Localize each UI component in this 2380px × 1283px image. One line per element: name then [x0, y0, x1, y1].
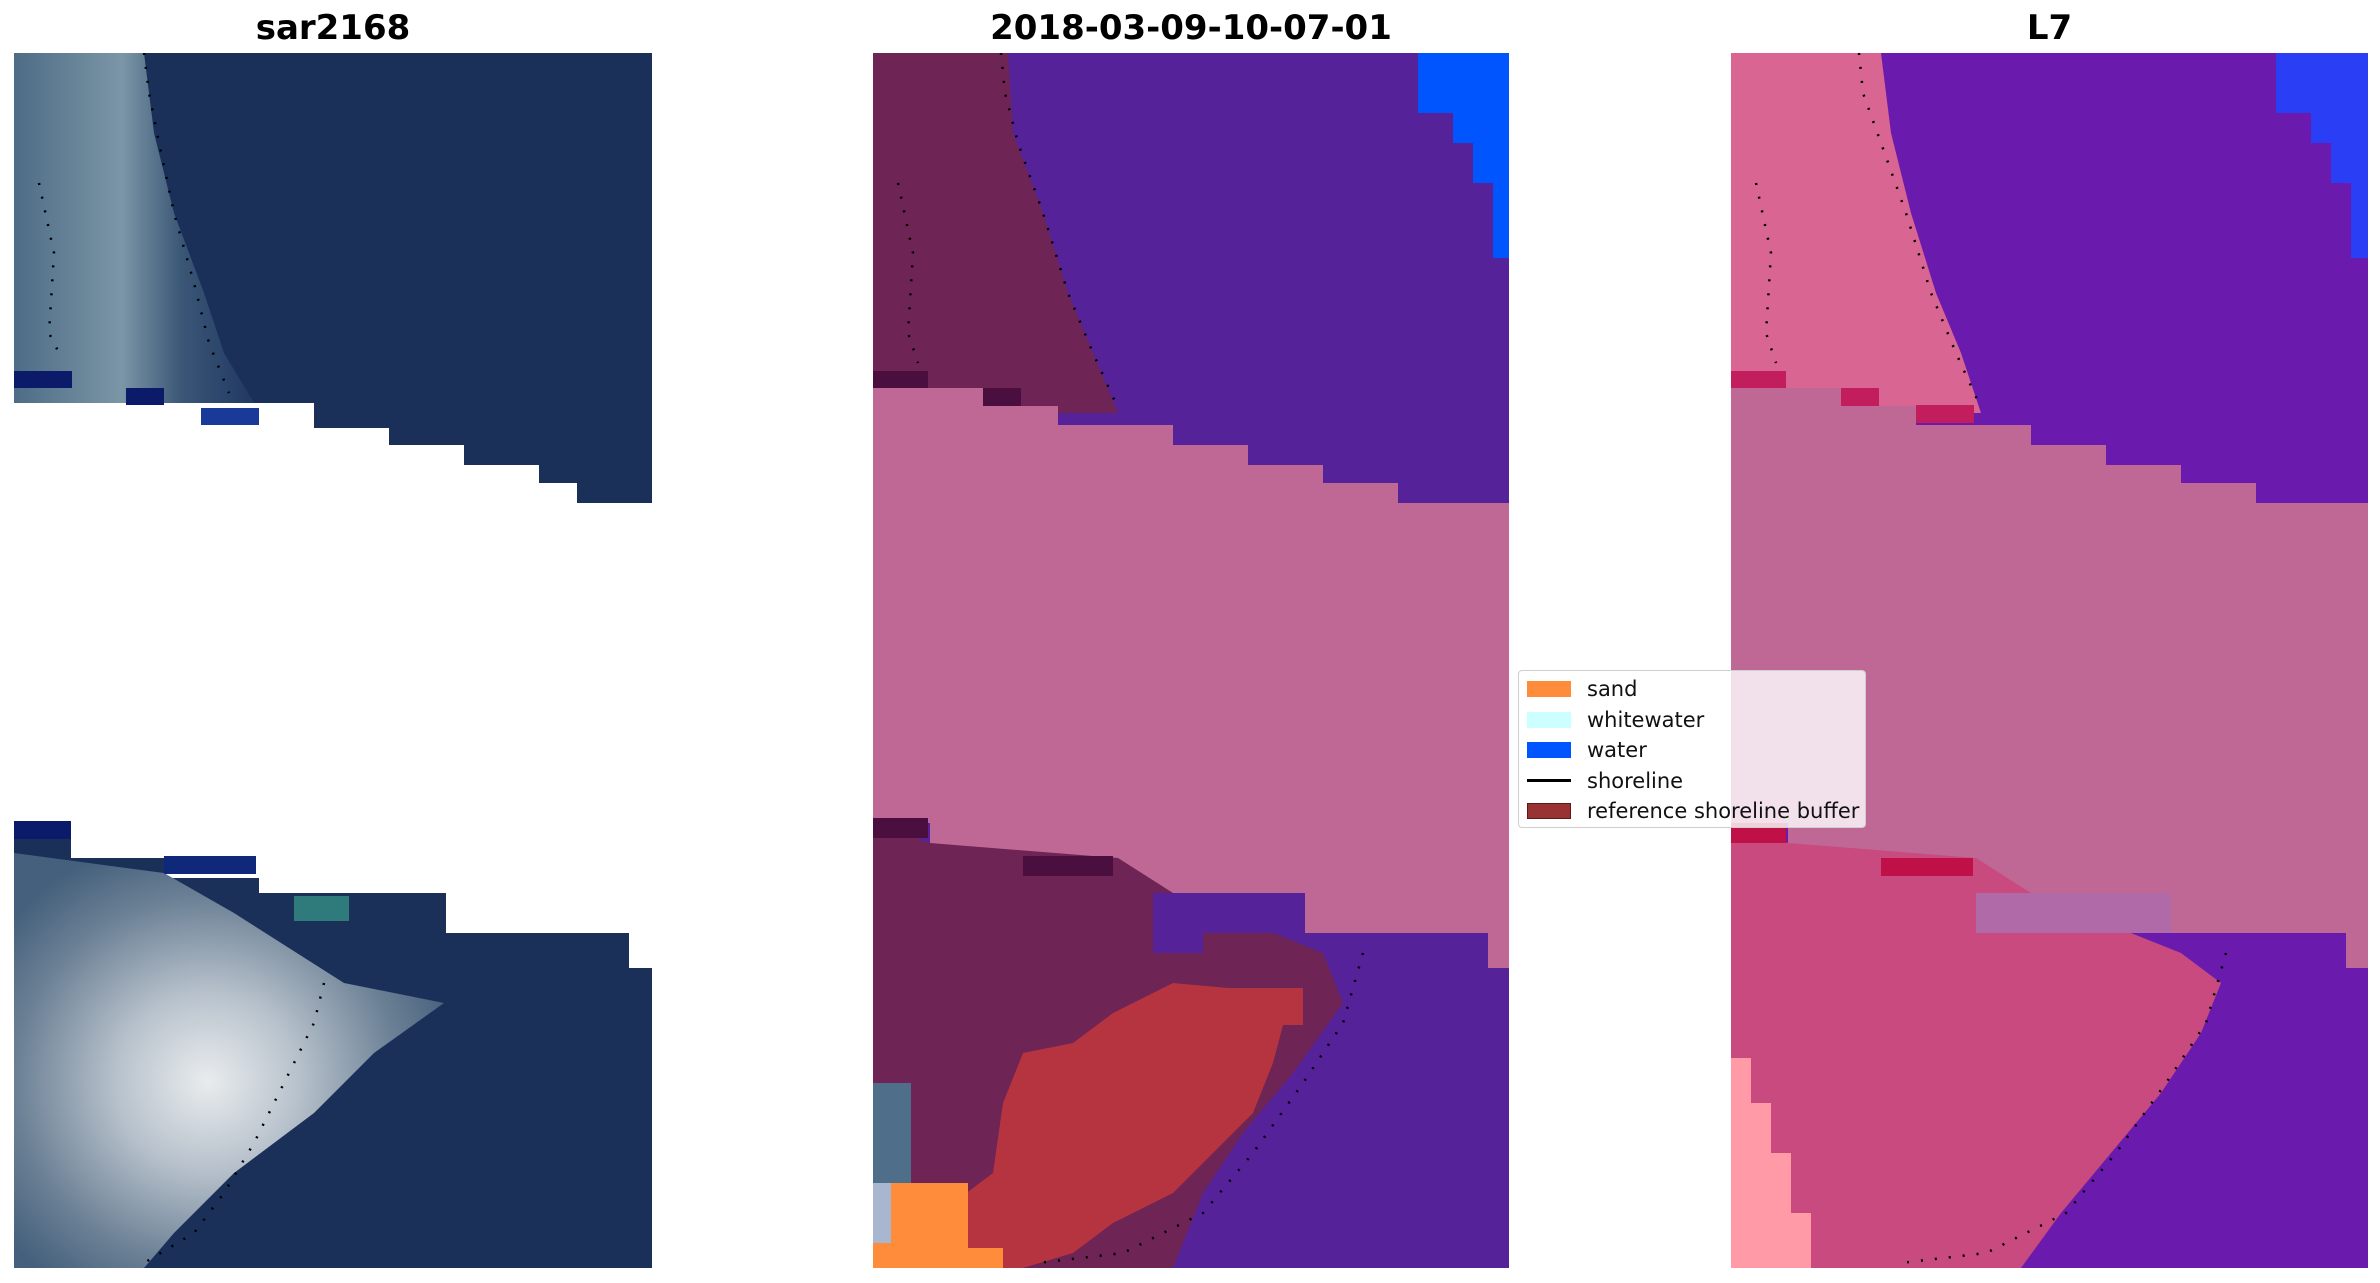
index-land-bottom [1731, 823, 2221, 1268]
legend: sand whitewater water shoreline referenc… [1518, 670, 1866, 828]
rgb-land-top [14, 53, 254, 403]
index-cloud-mask [1731, 388, 2368, 968]
legend-swatch-whitewater [1527, 711, 1571, 728]
panel-title-index: L7 [2026, 8, 2073, 48]
classified-image [873, 53, 1509, 1268]
rgb-water-top [14, 53, 652, 503]
legend-item-shoreline: shoreline [1527, 766, 1857, 797]
legend-label: whitewater [1587, 707, 1705, 732]
legend-label: reference shoreline buffer [1587, 799, 1860, 824]
legend-swatch-reference-buffer [1527, 803, 1571, 820]
classified-cloud-mask [873, 388, 1509, 968]
index-bright-patch [1731, 1058, 1811, 1268]
legend-item-whitewater: whitewater [1527, 705, 1857, 736]
index-land-top [1731, 53, 1981, 413]
rgb-whitewater [14, 853, 444, 1268]
panel-title-rgb: sar2168 [255, 8, 411, 48]
legend-swatch-sand [1527, 681, 1571, 698]
legend-swatch-water [1527, 742, 1571, 759]
classified-sand [873, 1183, 1003, 1268]
classified-water-patch [1418, 53, 1509, 258]
rgb-image-panel [14, 53, 652, 1268]
legend-item-water: water [1527, 735, 1857, 766]
panel-title-classified: 2018-03-09-10-07-01 [990, 8, 1392, 48]
classified-buffer [953, 983, 1303, 1268]
legend-label: shoreline [1587, 768, 1684, 793]
index-image [1731, 53, 2368, 1268]
legend-label: sand [1587, 677, 1638, 702]
legend-label: water [1587, 738, 1647, 763]
classified-land-top [873, 53, 1118, 413]
index-image-panel [1731, 53, 2368, 1268]
legend-line-shoreline [1527, 779, 1571, 783]
legend-item-sand: sand [1527, 674, 1857, 705]
legend-item-reference-buffer: reference shoreline buffer [1527, 796, 1860, 827]
classified-image-panel [873, 53, 1509, 1268]
rgb-image [14, 53, 652, 1268]
